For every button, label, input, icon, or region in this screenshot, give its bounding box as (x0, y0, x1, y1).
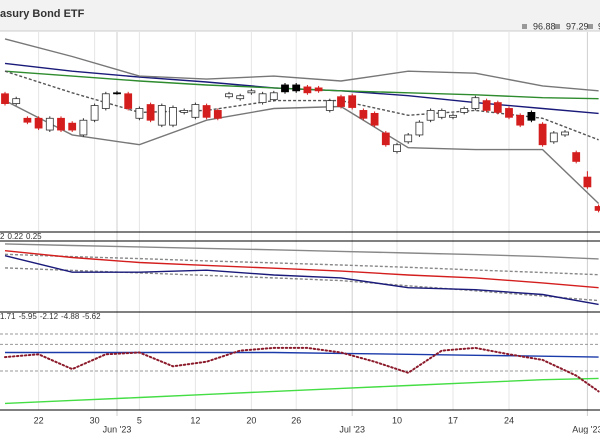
candle-body (113, 92, 121, 95)
quote-value: 97.29 (566, 21, 589, 31)
candle-body (381, 132, 390, 146)
candle-body (90, 105, 99, 121)
candle-body (561, 131, 569, 136)
candle-body (68, 122, 77, 131)
indicator-line (5, 351, 599, 358)
candle-body (281, 84, 289, 93)
x-tick-label: 26 (291, 415, 301, 425)
candle-body (314, 87, 323, 92)
candle-body (538, 123, 547, 146)
candle-body (34, 117, 43, 129)
candle-body (527, 112, 536, 121)
x-tick-label: 22 (34, 415, 44, 425)
candle-body (12, 98, 21, 104)
candle-body (1, 93, 9, 104)
candle-body (549, 132, 558, 143)
indicator-line (4, 253, 599, 276)
indicator-line (4, 377, 599, 405)
indicator-line (4, 243, 599, 260)
header-bar (0, 0, 600, 31)
candle-body (594, 206, 600, 211)
candle-body (471, 97, 480, 109)
candle-body (269, 92, 278, 101)
indicator-value: 1.71 (0, 312, 16, 321)
candle-body (191, 104, 200, 118)
x-tick-label: 17 (448, 415, 458, 425)
indicator-value: 0.25 (26, 232, 42, 241)
candle-body (45, 117, 54, 131)
x-tick-label: 24 (504, 415, 514, 425)
candle-body (505, 108, 513, 118)
candle-body (247, 90, 256, 94)
candle-body (482, 100, 491, 111)
candle-body (180, 110, 189, 113)
candle-body (157, 105, 166, 126)
candle-body (337, 96, 345, 107)
candle-body (348, 95, 357, 108)
candle-body (437, 110, 446, 118)
candle-body (493, 102, 502, 113)
candle-body (202, 105, 211, 118)
x-month-label: Jul '23 (339, 424, 365, 434)
candle-body (370, 112, 379, 126)
candle-body (426, 110, 435, 121)
candle-body (146, 104, 155, 121)
indicator-value: 0.22 (7, 232, 23, 241)
candle-body (124, 93, 133, 109)
chart-title: asury Bond ETF (0, 8, 85, 20)
indicator-line (4, 346, 600, 393)
indicator-line (4, 250, 599, 289)
candle-body (583, 176, 592, 188)
indicator-line (4, 99, 600, 205)
x-tick-label: 10 (392, 415, 402, 425)
indicator-value: 2 (0, 232, 5, 241)
candle-body (225, 93, 233, 98)
indicator-value: -2.12 (40, 312, 59, 321)
candle-body (572, 152, 581, 162)
indicator-line (4, 38, 599, 92)
candle-body (359, 110, 368, 119)
x-tick-label: 12 (190, 415, 200, 425)
x-month-label: Jun '23 (103, 424, 132, 434)
candle-body (393, 144, 401, 153)
candle-body (135, 108, 144, 119)
candle-body (303, 86, 312, 94)
x-tick-label: 30 (90, 415, 100, 425)
candle-body (516, 114, 525, 126)
candle-body (169, 107, 177, 126)
quote-value: 96.88 (533, 21, 556, 31)
candle-body (101, 93, 110, 109)
candle-body (325, 100, 334, 111)
x-month-label: Aug '23 (572, 424, 600, 434)
quote-icon (555, 24, 560, 29)
candle-body (258, 93, 267, 103)
candle-body (79, 119, 88, 136)
candle-body (57, 117, 65, 131)
candle-body (23, 117, 32, 123)
candle-body (449, 114, 457, 118)
candle-body (415, 121, 424, 136)
candle-body (213, 110, 222, 119)
indicator-line (4, 70, 599, 100)
indicator-value: -5.95 (19, 312, 38, 321)
indicator-value: -5.62 (82, 312, 101, 321)
candle-body (460, 108, 469, 113)
x-tick-label: 20 (246, 415, 256, 425)
quote-icon (522, 24, 527, 29)
x-tick-label: 5 (137, 415, 142, 425)
candle-body (404, 134, 413, 143)
quote-icon (588, 24, 593, 29)
quote-value: 9 (598, 21, 600, 31)
indicator-value: -4.88 (61, 312, 80, 321)
candle-body (236, 95, 245, 100)
indicator-line (4, 255, 599, 306)
candle-body (292, 84, 301, 92)
